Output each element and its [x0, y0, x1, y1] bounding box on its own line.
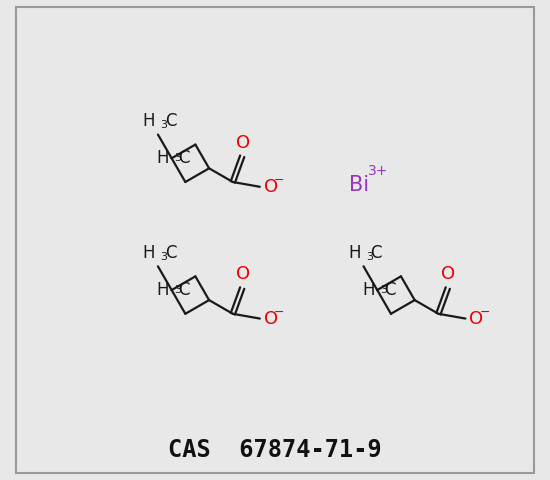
Text: 3+: 3+ [368, 165, 389, 179]
Text: O: O [235, 133, 250, 152]
Text: O: O [469, 310, 483, 327]
Text: H: H [157, 149, 169, 167]
Text: 3: 3 [161, 120, 168, 130]
Text: H: H [143, 244, 155, 262]
Text: O: O [263, 310, 278, 327]
Text: 3: 3 [380, 285, 387, 295]
Text: C: C [165, 244, 177, 262]
Text: C: C [370, 244, 382, 262]
Text: −: − [274, 174, 284, 187]
Text: 3: 3 [161, 252, 168, 262]
Text: O: O [263, 178, 278, 196]
Text: H: H [362, 281, 375, 299]
Text: H: H [348, 244, 361, 262]
Text: C: C [384, 281, 395, 299]
Text: H: H [157, 281, 169, 299]
Text: C: C [165, 112, 177, 130]
Text: O: O [235, 265, 250, 283]
Text: 3: 3 [174, 153, 182, 163]
Text: C: C [179, 281, 190, 299]
Text: Bi: Bi [349, 175, 369, 195]
Text: H: H [143, 112, 155, 130]
Text: CAS  67874-71-9: CAS 67874-71-9 [168, 438, 382, 462]
Text: −: − [274, 306, 284, 319]
Text: O: O [441, 265, 455, 283]
Text: C: C [179, 149, 190, 167]
Text: 3: 3 [366, 252, 373, 262]
Text: −: − [480, 306, 490, 319]
Text: 3: 3 [174, 285, 182, 295]
